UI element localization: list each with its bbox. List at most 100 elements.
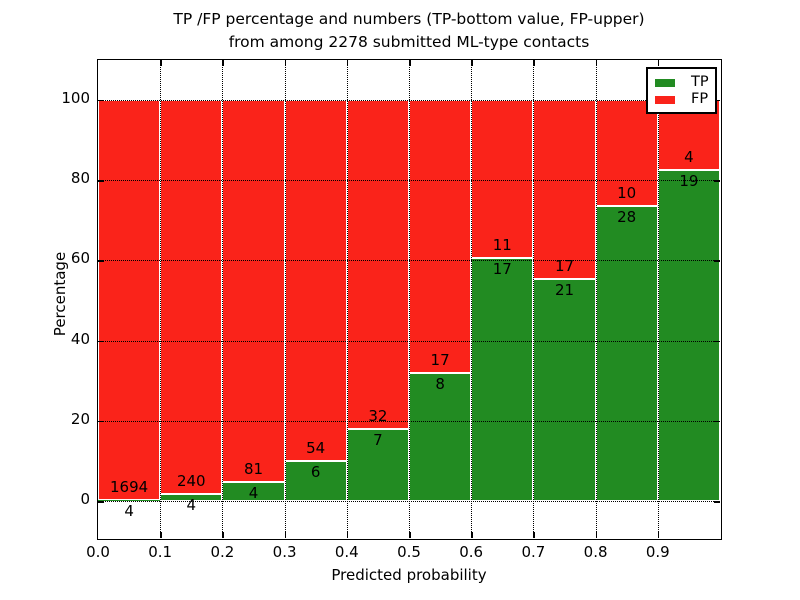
legend-swatch-fp: [655, 95, 675, 104]
bar-count-label-tp: 4: [248, 484, 259, 503]
x-tick-label: 0.7: [521, 543, 546, 561]
tick-mark-y: [714, 340, 720, 343]
tick-mark-y: [714, 180, 720, 182]
legend-label-fp: FP: [691, 91, 709, 107]
chart-title-line1: TP /FP percentage and numbers (TP-bottom…: [173, 10, 645, 28]
chart-title-line2: from among 2278 submitted ML-type contac…: [228, 33, 590, 51]
tick-mark-x: [533, 532, 535, 538]
bar-count-label-fp: 11: [492, 235, 512, 254]
gridline-y: [98, 180, 720, 182]
legend-swatch-tp: [655, 78, 675, 87]
bar-tp-segment: [595, 205, 658, 501]
gridline-y: [98, 260, 720, 262]
tick-mark-x: [160, 60, 162, 66]
bar-count-label-tp: 4: [186, 496, 197, 515]
bar-fp-segment: [471, 99, 534, 258]
bar-tp-segment: [471, 257, 534, 501]
tick-mark-x: [595, 532, 598, 538]
tick-mark-y: [98, 260, 104, 262]
bar-count-label-tp: 6: [310, 462, 321, 481]
tick-mark-x: [222, 60, 224, 66]
x-tick-label: 0.4: [334, 543, 359, 561]
gridline-x: [346, 60, 348, 538]
tick-mark-y: [714, 99, 720, 102]
x-tick-label: 0.2: [210, 543, 235, 561]
tick-mark-x: [284, 60, 287, 66]
tick-mark-x: [657, 60, 660, 66]
bar-count-label-fp: 17: [430, 350, 450, 369]
tick-mark-y: [98, 420, 104, 423]
bar-count-label-tp: 7: [373, 431, 383, 450]
gridline-y: [98, 420, 720, 422]
legend-item-tp: TP: [648, 74, 715, 91]
legend-item-fp: FP: [648, 91, 715, 108]
bar-fp-segment: [346, 99, 409, 430]
bar-tp-segment: [346, 429, 409, 501]
chart-title: TP /FP percentage and numbers (TP-bottom…: [98, 8, 720, 54]
x-tick-label: 0.1: [148, 543, 173, 561]
tick-mark-x: [346, 60, 349, 66]
bar-count-label-fp: 32: [368, 407, 388, 426]
tick-mark-y: [714, 501, 720, 503]
bar-fp-segment: [533, 99, 596, 280]
bar-tp-segment: [657, 169, 720, 501]
bar-tp-segment: [284, 460, 347, 501]
x-tick-label: 0.6: [459, 543, 484, 561]
x-tick-label: 0.9: [645, 543, 670, 561]
bar-fp-segment: [222, 99, 285, 483]
tick-mark-x: [657, 532, 660, 538]
gridline-x: [160, 60, 162, 538]
x-axis-label: Predicted probability: [331, 566, 487, 584]
bar-count-label-fp: 4: [684, 147, 694, 166]
tick-mark-x: [595, 60, 598, 66]
bar-count-label-tp: 19: [679, 171, 699, 190]
bar-count-label-fp: 240: [176, 472, 206, 491]
gridline-y: [98, 99, 720, 101]
tick-mark-y: [714, 420, 720, 423]
y-tick-label: 0: [80, 490, 90, 508]
y-tick-label: 80: [70, 169, 90, 188]
bar-fp-segment: [409, 99, 472, 373]
tick-mark-y: [98, 340, 104, 343]
gridline-x: [284, 60, 286, 538]
tick-mark-x: [409, 60, 411, 66]
tick-mark-y: [714, 260, 720, 262]
bar-count-label-fp: 54: [306, 438, 326, 457]
bar-count-label-fp: 81: [243, 460, 264, 479]
gridline-y: [98, 501, 720, 502]
bar-tp-segment: [533, 279, 596, 501]
tick-mark-x: [533, 60, 535, 66]
tick-mark-x: [160, 532, 162, 538]
bar-count-label-tp: 21: [554, 281, 575, 300]
bar-count-label-fp: 10: [617, 183, 637, 202]
tick-mark-y: [98, 180, 104, 182]
x-tick-label: 0.8: [583, 543, 608, 561]
bar-count-label-fp: 1694: [110, 478, 149, 497]
gridline-x: [533, 60, 535, 538]
y-tick-label: 20: [70, 409, 90, 428]
tick-mark-x: [471, 60, 473, 66]
x-tick-label: 0.5: [397, 543, 421, 561]
gridline-x: [657, 60, 659, 538]
bar-count-label-tp: 17: [492, 259, 512, 278]
tick-mark-y: [98, 99, 104, 102]
x-tick-label: 0.0: [86, 543, 110, 561]
legend-label-tp: TP: [691, 74, 709, 90]
y-axis-label: Percentage: [51, 251, 69, 337]
gridline-y: [98, 340, 720, 342]
gridline-x: [595, 60, 597, 538]
gridline-x: [471, 60, 473, 538]
bar-count-label-fp: 17: [554, 257, 575, 276]
bar-count-label-tp: 4: [124, 502, 134, 521]
gridline-x: [409, 60, 410, 538]
tick-mark-x: [346, 532, 349, 538]
tick-mark-x: [222, 532, 224, 538]
tick-mark-x: [409, 532, 411, 538]
bar-fp-segment: [98, 99, 161, 501]
tick-mark-y: [98, 501, 104, 503]
tick-mark-x: [284, 532, 287, 538]
y-tick-label: 40: [70, 329, 90, 348]
bar-fp-segment: [160, 99, 223, 495]
bar-tp-segment: [98, 500, 161, 501]
